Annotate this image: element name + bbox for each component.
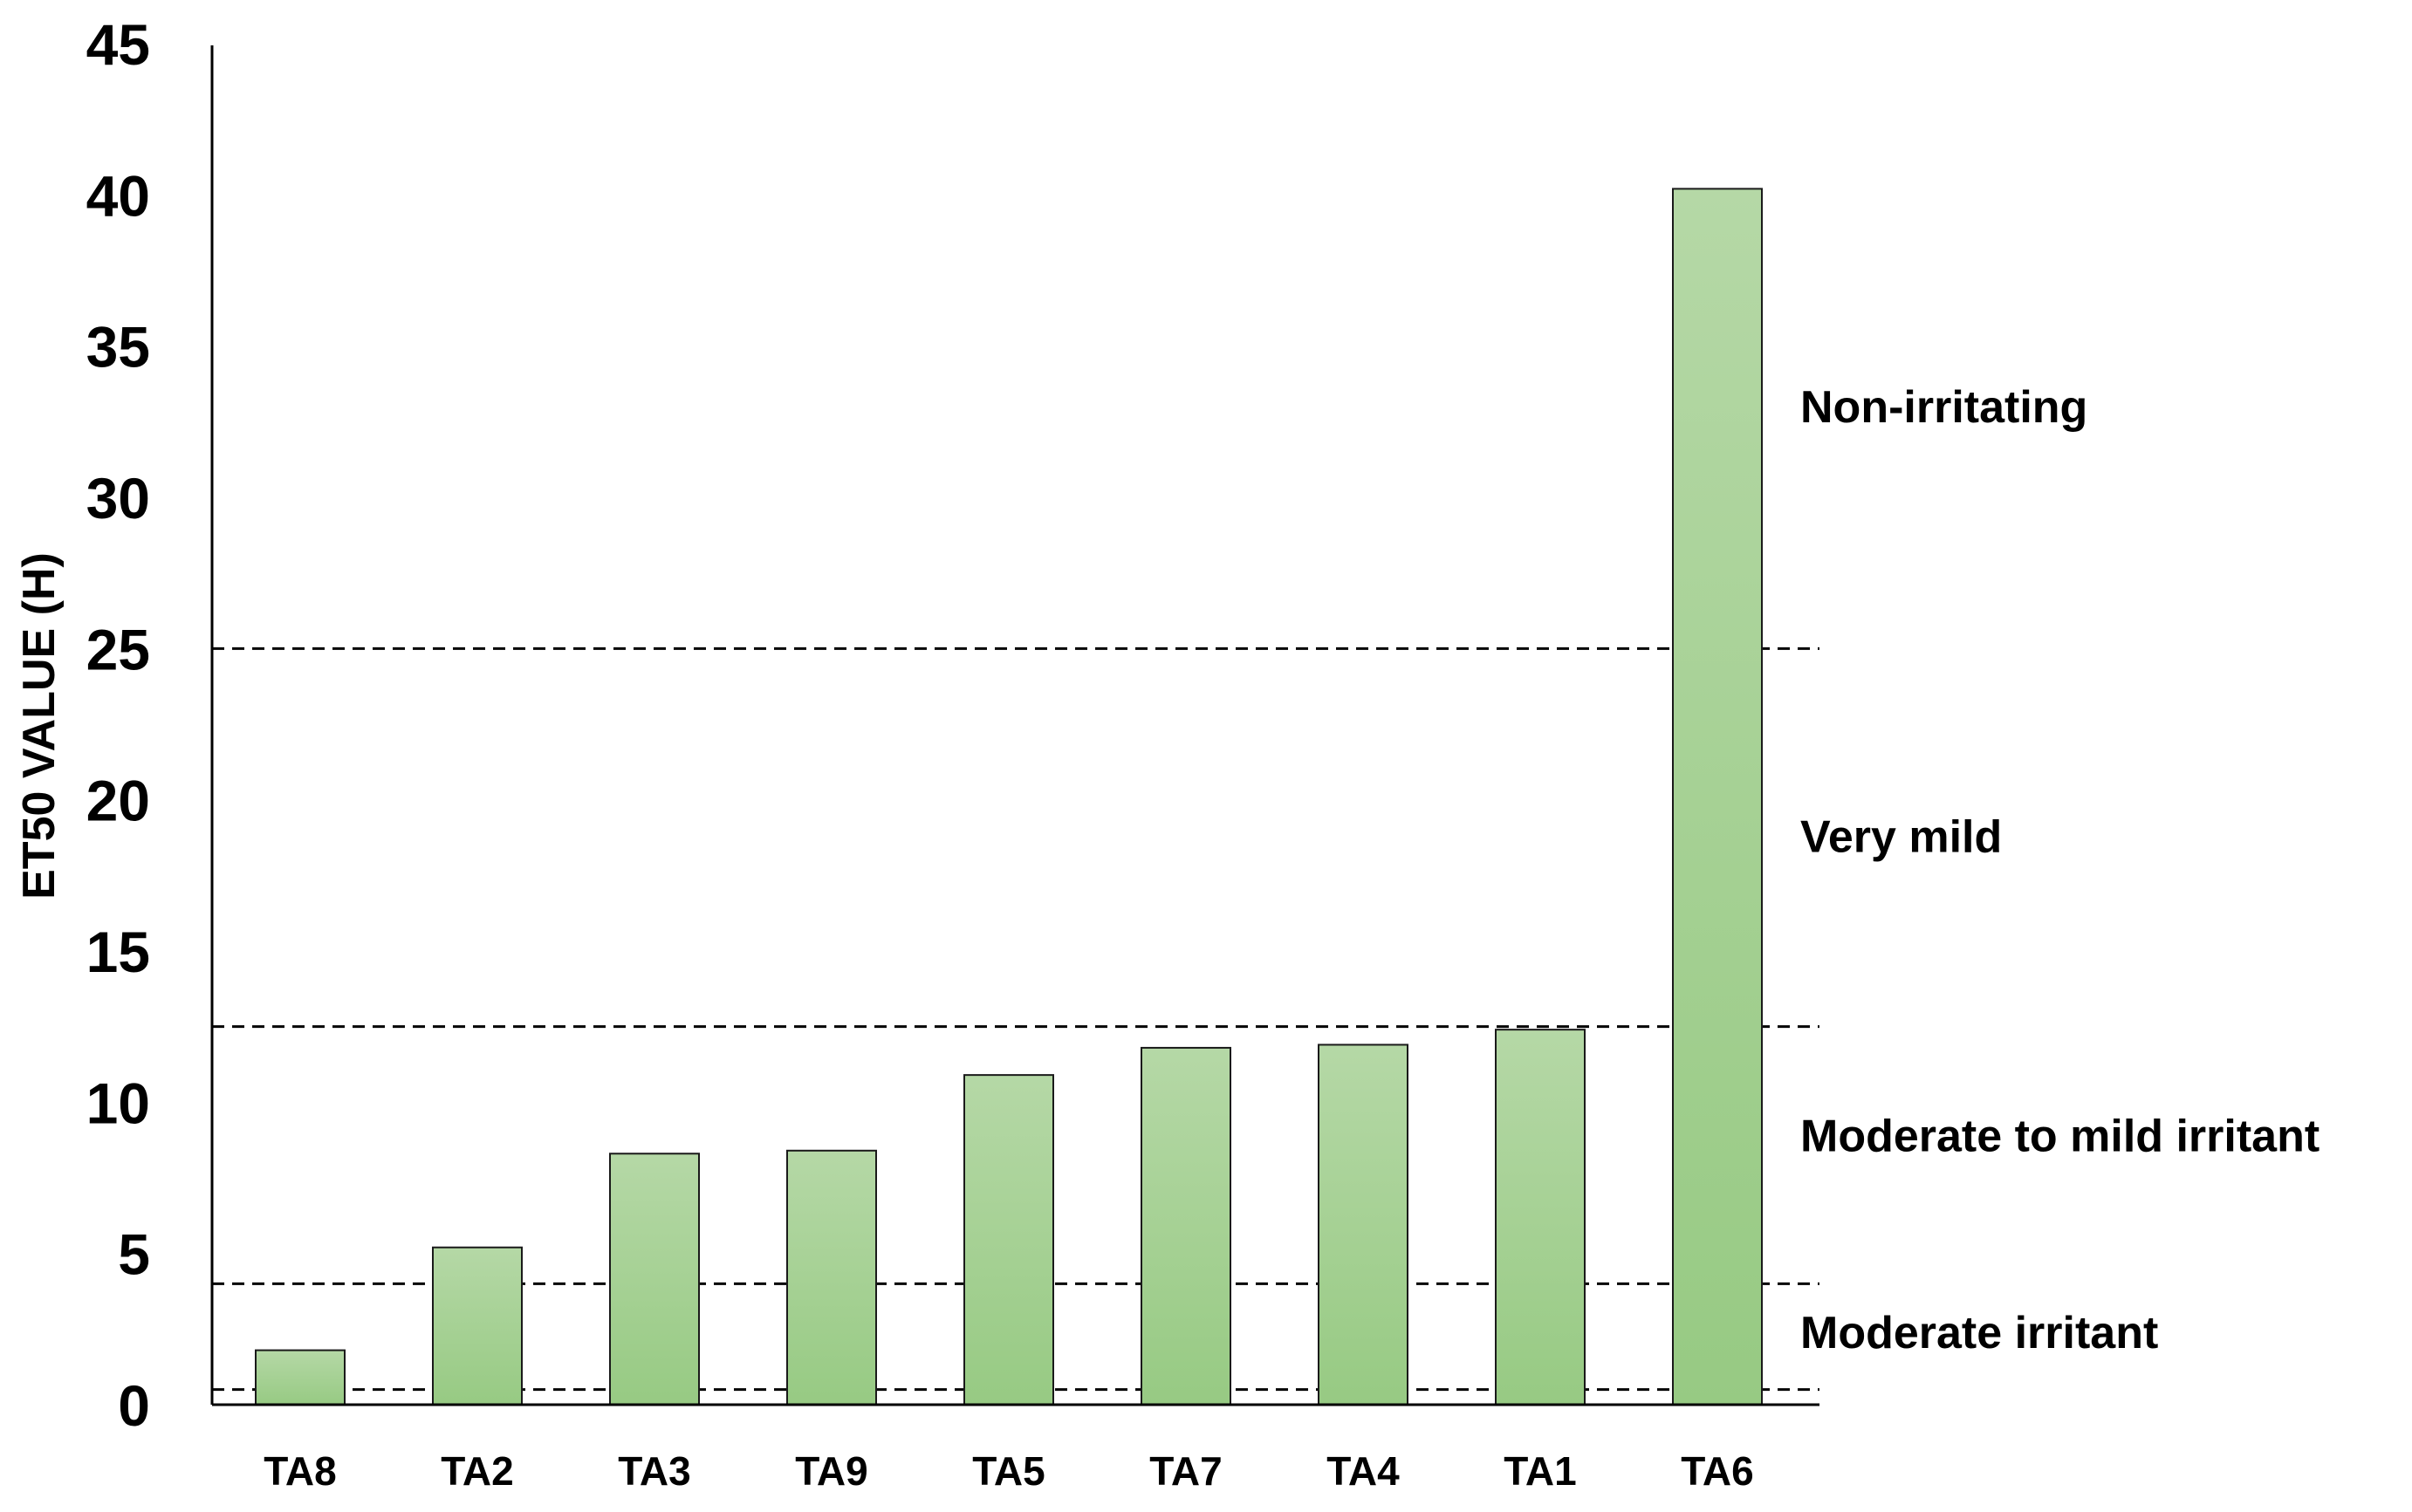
y-tick-labels: 0 5 10 15 20 25 30 35 40 45	[86, 12, 150, 1438]
axes	[210, 45, 1819, 1406]
zone-labels: Non-irritating Very mild Moderate to mild …	[1800, 382, 2319, 1358]
bar-ta6	[1672, 188, 1763, 1406]
y-tick-label: 15	[86, 920, 150, 984]
y-tick-label: 25	[86, 617, 150, 681]
zone-label: Moderate to mild irritant	[1800, 1111, 2319, 1161]
x-tick-label: TA7	[1149, 1448, 1223, 1494]
x-tick-label: TA5	[972, 1448, 1045, 1494]
bars	[255, 188, 1763, 1406]
x-tick-label: TA6	[1681, 1448, 1754, 1494]
zone-label: Non-irritating	[1800, 382, 2087, 433]
y-tick-label: 10	[86, 1071, 150, 1135]
y-tick-label: 20	[86, 769, 150, 833]
bar-ta8	[255, 1349, 346, 1406]
y-tick-label: 35	[86, 315, 150, 380]
y-tick-label: 0	[118, 1373, 150, 1438]
x-tick-label: TA2	[441, 1448, 514, 1494]
x-tick-label: TA1	[1504, 1448, 1577, 1494]
bar-ta5	[963, 1074, 1054, 1406]
zone-label: Very mild	[1800, 811, 2002, 862]
bar-ta7	[1141, 1046, 1231, 1406]
y-tick-label: 5	[118, 1222, 150, 1287]
x-tick-labels: TA8 TA2 TA3 TA9 TA5 TA7 TA4 TA1 TA6	[264, 1448, 1754, 1494]
x-tick-label: TA9	[795, 1448, 868, 1494]
y-tick-label: 45	[86, 12, 150, 77]
x-tick-label: TA3	[618, 1448, 691, 1494]
x-tick-label: TA4	[1326, 1448, 1400, 1494]
y-axis-title: ET50 VALUE (H)	[14, 552, 65, 900]
bar-ta2	[432, 1246, 523, 1406]
zone-label: Moderate irritant	[1800, 1308, 2158, 1358]
bar-ta1	[1495, 1029, 1586, 1406]
bar-ta4	[1318, 1043, 1408, 1406]
bar-ta9	[786, 1149, 877, 1406]
bar-ta3	[609, 1153, 700, 1406]
x-tick-label: TA8	[264, 1448, 337, 1494]
y-tick-label: 40	[86, 163, 150, 228]
y-tick-label: 30	[86, 466, 150, 530]
